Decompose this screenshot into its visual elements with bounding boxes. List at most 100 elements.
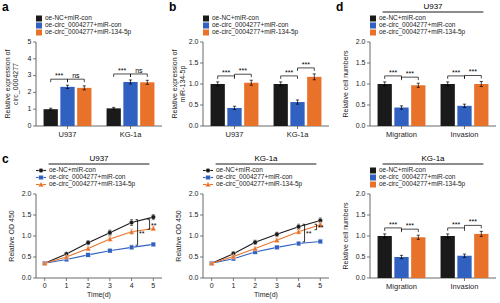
point	[275, 232, 280, 237]
sig-bracket	[385, 76, 402, 79]
legend-label: oe-NC+miR-con	[379, 14, 426, 21]
plot-marks	[211, 74, 322, 126]
panel: 012345Relative expression ofcirc_0004277…	[2, 0, 162, 139]
y-tick-label: 3	[28, 71, 32, 78]
error-bar	[319, 239, 322, 243]
sig-bracket	[303, 224, 305, 242]
x-tick	[401, 278, 402, 281]
x-tick	[320, 278, 321, 281]
error-bar	[49, 108, 52, 110]
y-tick-label: 0.0	[22, 274, 32, 281]
error-bar	[87, 241, 90, 245]
error-bar	[129, 80, 132, 84]
sig-bracket	[402, 229, 419, 232]
x-label: Time(d)	[87, 291, 111, 299]
bar	[227, 108, 241, 126]
error-bar	[446, 234, 449, 238]
x-tick	[88, 278, 89, 281]
bar	[474, 234, 488, 278]
y-tick	[367, 105, 370, 106]
title-bar	[49, 164, 150, 165]
point	[275, 245, 280, 250]
error-bar	[463, 104, 466, 107]
sig-bracket	[448, 228, 465, 231]
point	[42, 261, 47, 266]
sig-label: ***	[302, 61, 310, 68]
title-bar	[216, 164, 317, 165]
line	[212, 220, 321, 263]
x-tick	[298, 278, 299, 281]
y-tick	[367, 215, 370, 216]
point	[85, 246, 91, 251]
sig-bracket	[148, 220, 150, 230]
panel-label: a	[2, 0, 9, 14]
y-tick	[200, 215, 203, 216]
x-tick-label: 4	[297, 282, 301, 289]
title-bar	[383, 12, 484, 13]
x-tick-label: 2	[253, 282, 257, 289]
error-bar	[254, 240, 257, 244]
point	[318, 239, 323, 244]
sig-bracket	[298, 68, 315, 71]
line	[45, 217, 154, 263]
point	[42, 260, 48, 265]
y-tick-label: 2.0	[189, 190, 199, 197]
error-bar	[152, 215, 155, 220]
y-tick-label: 1.0	[22, 232, 32, 239]
x-tick-label: KG-1a	[120, 130, 143, 139]
point	[108, 230, 113, 235]
point	[274, 237, 280, 242]
y-tick	[367, 42, 370, 43]
plot-marks	[209, 218, 323, 266]
panel: 0.00.51.01.52.0Relative cell numbersdU93…	[336, 0, 496, 139]
y-label-line: Relative expression of	[4, 50, 12, 119]
x-tick-label: 5	[318, 282, 322, 289]
point	[151, 215, 156, 220]
panel: 0.00.51.01.52.0Relative OD 450cU937oe-NC…	[2, 152, 162, 299]
bar	[411, 85, 425, 126]
legend-label: oe-circ_0004277+miR-134-5p	[379, 180, 466, 188]
y-tick-label: 0.0	[356, 274, 366, 281]
y-tick	[33, 215, 36, 216]
sig-label: **	[306, 230, 312, 237]
legend-marker	[39, 168, 44, 173]
bar	[211, 84, 225, 126]
plot-marks	[378, 81, 489, 126]
legend-swatch	[370, 182, 376, 188]
bar	[441, 236, 455, 278]
error-bar	[233, 106, 236, 109]
annotations: ************	[385, 68, 482, 80]
y-label-line: Relative expression of	[171, 50, 179, 119]
sig-label: ***	[389, 69, 397, 76]
y-tick	[33, 257, 36, 258]
bar	[378, 236, 392, 278]
sig-bracket	[136, 220, 138, 246]
x-tick	[131, 278, 132, 281]
sig-bracket	[51, 79, 68, 82]
y-tick-label: 1.0	[356, 80, 366, 87]
error-bar	[275, 232, 278, 236]
error-bar	[279, 82, 282, 86]
legend: oe-NC+miR-conoe-circ_0004277+miR-conoe-c…	[203, 14, 299, 36]
y-tick	[200, 278, 203, 279]
legend: oe-NC+miR-conoe-circ_0004277+miR-conoe-c…	[36, 14, 132, 36]
bar	[394, 108, 408, 126]
legend: oe-NC+miR-conoe-circ_0004277+miR-conoe-c…	[203, 166, 303, 188]
y-tick	[33, 194, 36, 195]
annotations: ************	[385, 218, 482, 232]
bar	[307, 77, 321, 126]
x-tick-label: 3	[108, 282, 112, 289]
sig-label: ***	[469, 218, 477, 225]
y-tick	[367, 194, 370, 195]
bar	[77, 88, 91, 126]
title: U937	[89, 154, 109, 163]
y-tick-label: 2.0	[356, 190, 366, 197]
plot-marks	[378, 231, 489, 278]
panel-label: d	[336, 0, 343, 14]
legend: oe-NC+miR-conoe-circ_0004277+miR-conoe-c…	[370, 14, 466, 36]
legend-swatch	[370, 168, 376, 174]
y-tick	[33, 109, 36, 110]
x-tick	[66, 278, 67, 281]
annotations: ***ns***ns	[51, 67, 148, 82]
error-bar	[400, 106, 403, 109]
